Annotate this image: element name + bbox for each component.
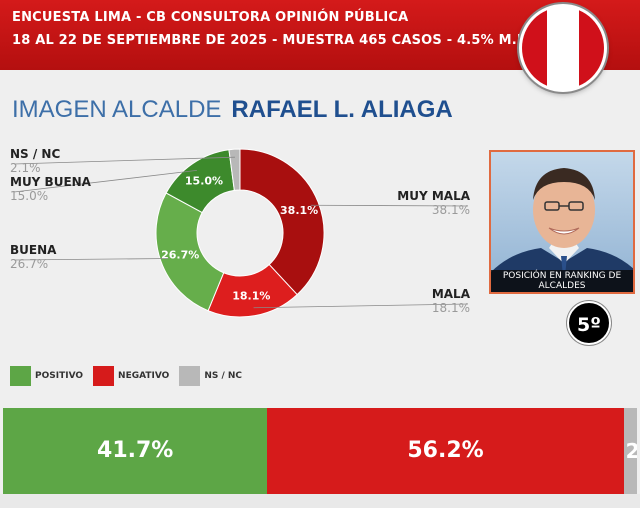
slice-value-label: 15.0% (10, 189, 48, 203)
portrait-icon (491, 152, 633, 292)
donut-slice (228, 148, 241, 191)
legend-item: NEGATIVO (93, 365, 169, 386)
bar-segment: 56.2% (267, 408, 624, 494)
legend-swatch (10, 365, 31, 386)
slice-value-label: 2.1% (10, 161, 41, 175)
slice-label: 18.1% (232, 289, 270, 302)
page-title: IMAGEN ALCALDE RAFAEL L. ALIAGA (12, 96, 453, 124)
legend-label: NEGATIVO (118, 370, 170, 381)
legend-label: NS / NC (204, 370, 243, 381)
leader-line (310, 204, 469, 207)
slice-value-label: 38.1% (432, 203, 470, 217)
mayor-name: RAFAEL L. ALIAGA (231, 96, 453, 123)
slice-value-label: 18.1% (432, 301, 470, 315)
title-prefix: IMAGEN ALCALDE (12, 96, 222, 123)
slice-name-label: BUENA (10, 243, 57, 257)
legend-label: POSITIVO (35, 370, 84, 381)
bar-segment: 2.1% (623, 408, 637, 494)
leader-line (13, 170, 197, 193)
slice-name-label: MALA (432, 287, 471, 301)
slice-name-label: MUY BUENA (10, 175, 92, 189)
chart-legend: POSITIVO NEGATIVO NS / NC (10, 365, 252, 386)
legend-swatch (93, 365, 115, 386)
ranking-badge: 5º (567, 301, 611, 345)
slice-value-label: 26.7% (10, 257, 48, 271)
donut-slice (155, 192, 225, 312)
leader-line (13, 156, 236, 165)
legend-item: NS / NC (179, 365, 242, 386)
bar-segment: 41.7% (3, 408, 268, 494)
leader-line (253, 303, 469, 309)
slice-name-label: MUY MALA (397, 189, 470, 203)
legend-item: POSITIVO (10, 365, 83, 386)
photo-caption: POSICIÓN EN RANKING DE ALCALDES (491, 270, 633, 292)
slice-name-label: NS / NC (10, 147, 60, 161)
stacked-bar-chart: 41.7% 56.2% 2.1% (3, 408, 637, 494)
peru-flag-icon (519, 4, 607, 92)
slice-label: 15.0% (185, 175, 223, 188)
survey-details: 18 AL 22 DE SEPTIEMBRE DE 2025 - MUESTRA… (12, 33, 532, 48)
bar-segment-label: 56.2% (407, 438, 484, 463)
slice-label: 38.1% (280, 204, 318, 217)
legend-swatch (179, 365, 201, 386)
survey-title: ENCUESTA LIMA - CB CONSULTORA OPINIÓN PÚ… (12, 10, 409, 25)
bottom-strip (0, 494, 640, 508)
mayor-photo: POSICIÓN EN RANKING DE ALCALDES (489, 150, 635, 294)
bar-segment-label: 41.7% (97, 438, 174, 463)
donut-slice (239, 148, 325, 296)
leader-line (13, 258, 169, 261)
slice-label: 26.7% (161, 248, 199, 261)
bar-segment-label: 2.1% (625, 439, 637, 463)
